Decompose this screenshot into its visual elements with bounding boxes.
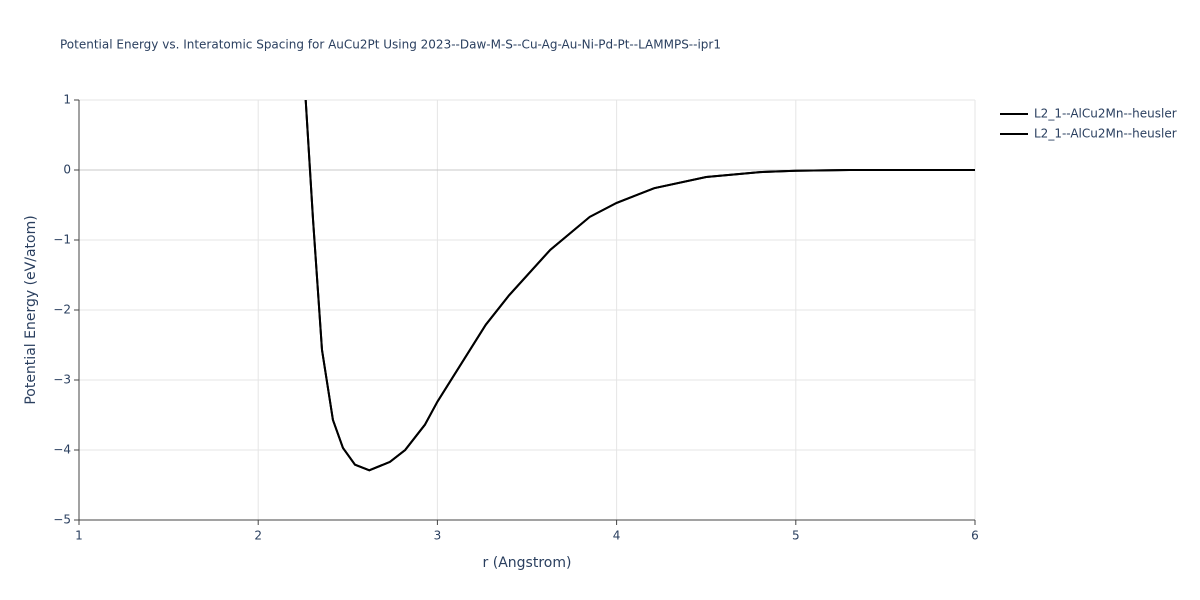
y-tick-label: −3	[53, 373, 71, 387]
x-tick-label: 3	[434, 529, 442, 543]
y-tick-label: −4	[53, 443, 71, 457]
data-line	[304, 100, 975, 472]
x-tick-label: 4	[613, 529, 621, 543]
x-tick-label: 5	[792, 529, 800, 543]
y-tick-label: 0	[63, 163, 71, 177]
data-line	[304, 100, 975, 472]
legend-label: L2_1--AlCu2Mn--heusler	[1034, 107, 1177, 121]
chart-title: Potential Energy vs. Interatomic Spacing…	[60, 38, 721, 52]
y-tick-label: 1	[63, 93, 71, 107]
y-tick-label: −2	[53, 303, 71, 317]
y-tick-label: −1	[53, 233, 71, 247]
legend-item[interactable]: L2_1--AlCu2Mn--heusler	[1000, 107, 1177, 121]
y-axis-title: Potential Energy (eV/atom)	[23, 215, 39, 404]
x-tick-label: 1	[75, 529, 83, 543]
legend-item[interactable]: L2_1--AlCu2Mn--heusler	[1000, 127, 1177, 141]
x-tick-label: 6	[971, 529, 979, 543]
x-axis-title: r (Angstrom)	[483, 555, 572, 571]
y-tick-label: −5	[53, 513, 71, 527]
x-tick-label: 2	[254, 529, 262, 543]
legend-label: L2_1--AlCu2Mn--heusler	[1034, 127, 1177, 141]
